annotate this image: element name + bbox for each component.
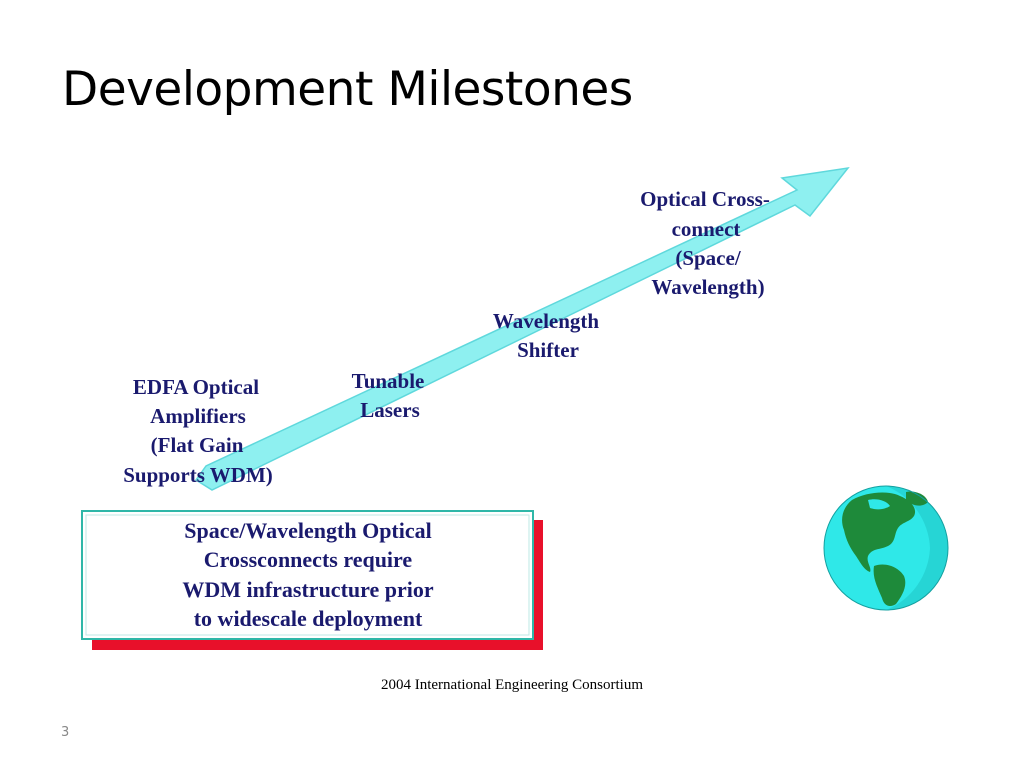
milestone-crossconnect-line-1: Optical Cross- — [640, 187, 770, 211]
milestone-shifter-line-1: Wavelength — [493, 309, 599, 333]
slide-title: Development Milestones — [62, 62, 633, 117]
note-line-1: Space/Wavelength Optical — [184, 518, 432, 543]
milestone-edfa-line-2: Amplifiers — [150, 404, 246, 428]
note-line-4: to widescale deployment — [194, 606, 423, 631]
milestone-edfa-line-1: EDFA Optical — [133, 375, 259, 399]
milestone-optical-crossconnect: Optical Cross- connect (Space/ Wavelengt… — [640, 187, 770, 299]
slide-footer: 2004 International Engineering Consortiu… — [380, 677, 644, 693]
progress-arrow — [194, 166, 850, 491]
note-box-panel — [81, 510, 534, 640]
globe-icon — [823, 485, 949, 611]
page-number: 3 — [61, 725, 70, 740]
milestone-edfa-line-3: (Flat Gain — [151, 433, 244, 457]
milestone-tunable-line-1: Tunable — [352, 369, 425, 393]
milestone-tunable-lasers: Tunable Lasers — [352, 369, 425, 422]
note-line-3: WDM infrastructure prior — [182, 577, 434, 602]
milestone-wavelength-shifter: Wavelength Shifter — [493, 309, 599, 362]
milestone-edfa: EDFA Optical Amplifiers (Flat Gain Suppo… — [123, 375, 273, 487]
milestone-shifter-line-2: Shifter — [517, 338, 579, 362]
milestone-crossconnect-line-2: connect — [672, 217, 741, 241]
note-line-2: Crossconnects require — [204, 547, 413, 572]
milestone-crossconnect-line-4: Wavelength) — [651, 275, 764, 299]
milestone-edfa-line-4: Supports WDM) — [123, 463, 273, 487]
milestone-tunable-line-2: Lasers — [360, 398, 420, 422]
milestone-crossconnect-line-3: (Space/ — [675, 246, 741, 270]
note-box: Space/Wavelength Optical Crossconnects r… — [81, 510, 543, 650]
